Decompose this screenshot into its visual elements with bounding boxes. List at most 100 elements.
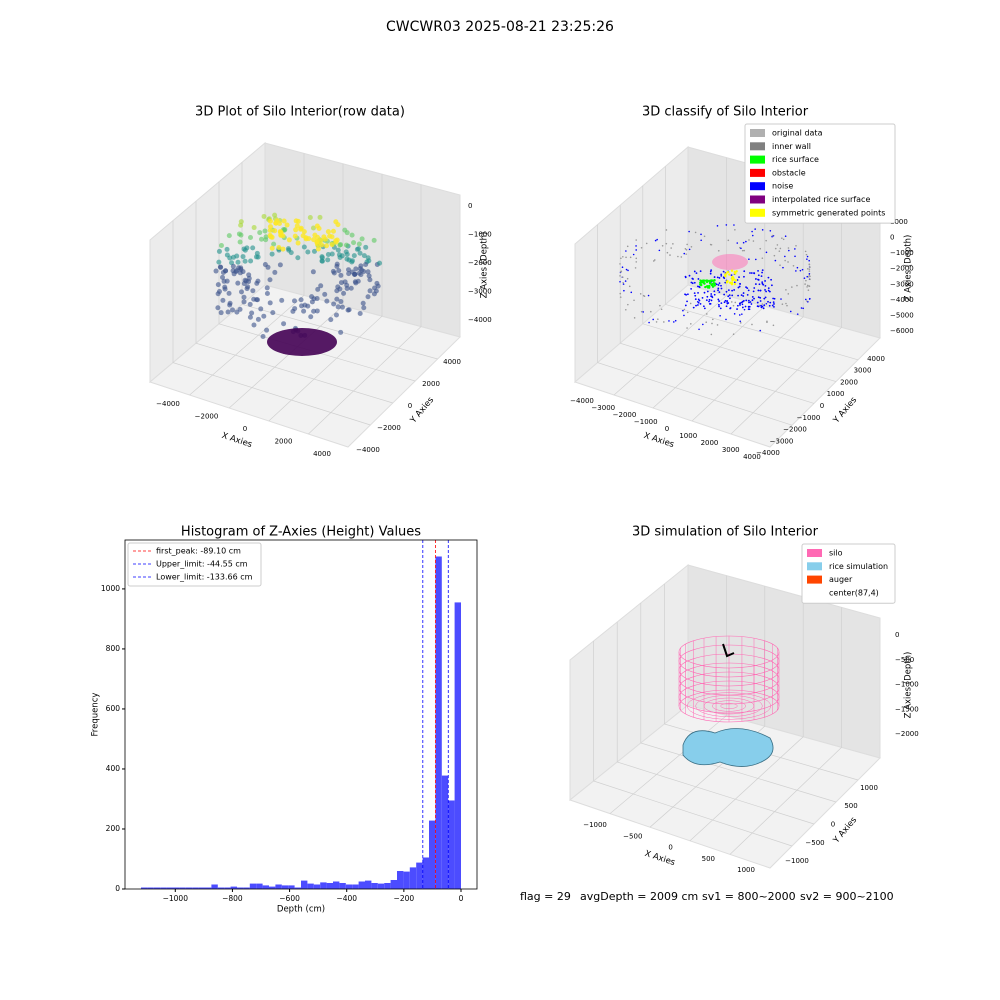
point-cloud	[752, 290, 755, 293]
point-cloud	[710, 299, 713, 302]
point-cloud	[686, 243, 688, 246]
point-cloud	[225, 309, 231, 315]
point-cloud	[730, 301, 733, 303]
point-cloud	[761, 229, 764, 231]
point-cloud	[764, 280, 766, 282]
point-cloud	[808, 270, 811, 272]
point-cloud	[703, 235, 706, 238]
y-tick-label: −2000	[783, 426, 807, 434]
point-cloud	[250, 288, 256, 294]
y-tick-label: −4000	[756, 449, 780, 457]
bar	[192, 887, 199, 889]
point-cloud	[765, 302, 768, 305]
pane-line	[689, 596, 804, 842]
point-cloud	[785, 302, 787, 305]
bar	[141, 887, 148, 889]
point-cloud	[738, 285, 741, 288]
pane-line	[616, 622, 815, 825]
point-cloud	[654, 239, 657, 242]
point-cloud	[765, 290, 768, 293]
point-cloud	[731, 289, 734, 292]
legend-box	[127, 542, 262, 587]
point-cloud	[767, 300, 769, 303]
point-cloud	[635, 239, 638, 241]
point-cloud	[660, 308, 663, 311]
z-tick-label: −1000	[468, 230, 492, 238]
point-cloud	[222, 284, 228, 290]
point-cloud	[771, 234, 774, 237]
pane-line	[613, 157, 727, 396]
point-cloud	[717, 289, 719, 292]
point-cloud	[234, 309, 240, 315]
point-cloud	[685, 293, 688, 296]
z-tick-label: 0	[895, 631, 899, 639]
point-cloud	[748, 258, 750, 261]
point-cloud	[722, 270, 725, 273]
point-cloud	[805, 279, 807, 282]
point-cloud	[310, 269, 316, 275]
point-cloud	[324, 243, 330, 249]
pane-line	[172, 220, 371, 426]
y-tick-label: 2000	[840, 378, 858, 386]
point-cloud	[224, 278, 230, 284]
bar	[390, 879, 397, 889]
point-cloud	[301, 308, 307, 314]
point-cloud	[299, 303, 305, 309]
point-cloud	[622, 255, 624, 258]
point-cloud	[686, 327, 688, 329]
point-cloud	[727, 295, 730, 298]
legend-label: auger	[829, 575, 853, 584]
point-cloud	[751, 299, 754, 302]
bar	[198, 887, 205, 889]
x-tick-label: 2000	[701, 439, 719, 447]
pane-line	[619, 205, 815, 404]
point-cloud	[743, 249, 746, 252]
point-cloud	[772, 301, 775, 304]
point-cloud	[269, 245, 275, 251]
point-cloud	[739, 322, 742, 324]
point-cloud	[808, 263, 811, 266]
point-cloud	[743, 275, 745, 278]
point-cloud	[718, 291, 721, 294]
point-cloud	[267, 328, 337, 356]
z-tick-label: −4000	[468, 316, 492, 324]
point-cloud	[693, 281, 696, 284]
point-cloud	[334, 296, 340, 302]
point-cloud	[668, 320, 670, 322]
point-cloud	[672, 321, 675, 323]
point-cloud	[257, 230, 263, 236]
point-cloud	[745, 286, 747, 288]
point-cloud	[729, 307, 732, 309]
point-cloud	[806, 275, 809, 278]
point-cloud	[307, 215, 313, 221]
point-cloud	[728, 273, 731, 276]
point-cloud	[645, 242, 648, 245]
point-cloud	[770, 284, 773, 287]
legend-swatch	[750, 168, 765, 177]
bar	[281, 885, 289, 889]
point-cloud	[315, 286, 321, 292]
point-cloud	[741, 249, 744, 252]
point-cloud	[792, 264, 795, 267]
point-cloud	[338, 329, 344, 335]
point-cloud	[321, 234, 327, 240]
point-cloud	[720, 275, 723, 277]
point-cloud	[723, 301, 726, 304]
legend-swatch	[750, 129, 765, 137]
legend-label: silo	[829, 549, 843, 558]
point-cloud	[281, 321, 287, 327]
point-cloud	[746, 293, 749, 296]
point-cloud	[808, 285, 810, 287]
point-cloud	[628, 285, 631, 288]
point-cloud	[280, 233, 286, 239]
bar	[243, 887, 250, 889]
legend-label: noise	[772, 182, 793, 191]
point-cloud	[802, 307, 804, 310]
silo-mesh	[712, 700, 746, 712]
point-cloud	[796, 266, 799, 269]
point-cloud	[377, 260, 383, 266]
point-cloud	[335, 304, 341, 310]
point-cloud	[634, 267, 637, 269]
bar	[435, 556, 442, 889]
